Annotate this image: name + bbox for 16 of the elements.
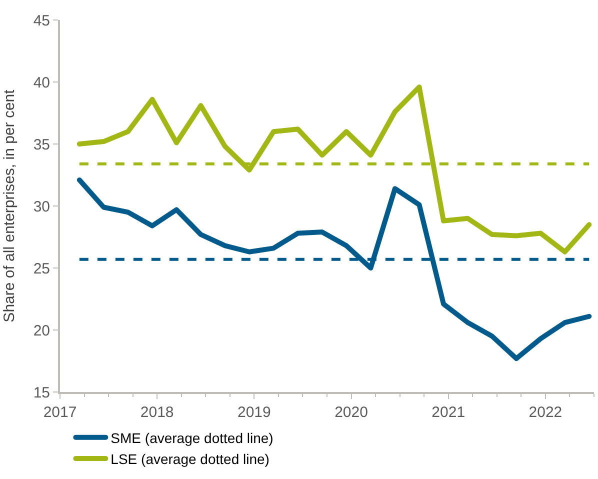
legend-label: SME (average dotted line) bbox=[110, 430, 274, 446]
y-tick-label: 45 bbox=[33, 12, 50, 30]
x-tick-label: 2021 bbox=[432, 404, 466, 421]
y-tick-label: 35 bbox=[33, 136, 50, 154]
x-tick-label: 2018 bbox=[140, 404, 174, 421]
legend-label: LSE (average dotted line) bbox=[110, 451, 270, 468]
y-axis-title: Share of all enterprises, in per cent bbox=[1, 88, 18, 322]
y-tick-label: 15 bbox=[33, 384, 50, 402]
y-tick-label: 30 bbox=[33, 198, 50, 216]
x-tick-label: 2017 bbox=[43, 404, 77, 421]
y-tick-label: 40 bbox=[33, 74, 50, 92]
x-tick-label: 2020 bbox=[334, 404, 368, 421]
y-tick-label: 25 bbox=[33, 260, 50, 278]
x-tick-label: 2022 bbox=[528, 404, 562, 421]
x-tick-label: 2019 bbox=[237, 404, 271, 421]
y-tick-label: 20 bbox=[33, 322, 50, 340]
